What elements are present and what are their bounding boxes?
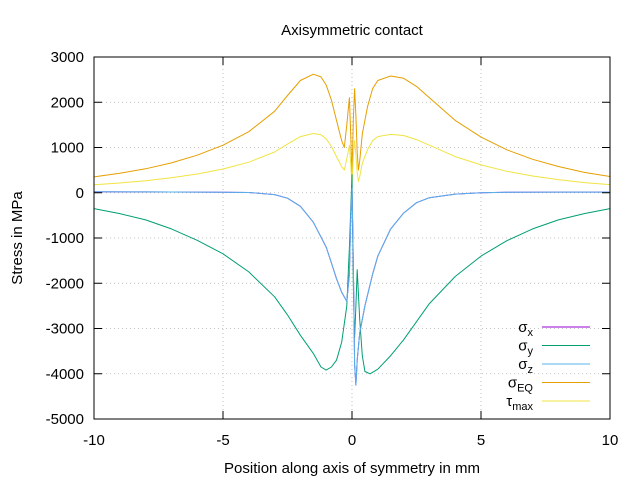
legend-label-z: σz — [518, 356, 533, 376]
y-tick-label: 2000 — [51, 94, 84, 111]
series-line-z — [93, 187, 610, 386]
y-tick-label: -4000 — [46, 366, 84, 383]
y-tick-label: -5000 — [46, 411, 84, 428]
grid-lines — [94, 57, 610, 419]
legend-label-eq: σEQ — [508, 375, 534, 395]
legend-label-y: σy — [518, 338, 533, 358]
y-axis-label: Stress in MPa — [9, 191, 26, 285]
axis-ticks — [93, 56, 611, 420]
series-line-max — [93, 133, 611, 187]
x-tick-labels: -10 -5 0 5 10 — [83, 432, 618, 449]
x-tick-label: 5 — [477, 432, 485, 449]
y-tick-labels: -5000 -4000 -3000 -2000 -1000 0 1000 2000 3000 — [46, 49, 84, 428]
series-line-eq — [93, 73, 611, 180]
x-tick-label: 10 — [602, 432, 619, 449]
chart-title: Axisymmetric contact — [281, 22, 424, 39]
legend-label-max: τmax — [506, 393, 533, 413]
x-tick-label: 0 — [348, 432, 356, 449]
plot-lines — [93, 73, 611, 386]
y-tick-label: -3000 — [46, 321, 84, 338]
y-tick-label: -1000 — [46, 230, 84, 247]
legend-label-x: σx — [518, 319, 533, 339]
y-tick-label: -2000 — [46, 275, 84, 292]
y-tick-label: 1000 — [51, 140, 84, 157]
x-tick-label: -5 — [216, 432, 229, 449]
y-tick-label: 0 — [76, 185, 84, 202]
y-tick-label: 3000 — [51, 49, 84, 66]
x-tick-label: -10 — [83, 432, 105, 449]
x-axis-label: Position along axis of symmetry in mm — [224, 460, 480, 477]
